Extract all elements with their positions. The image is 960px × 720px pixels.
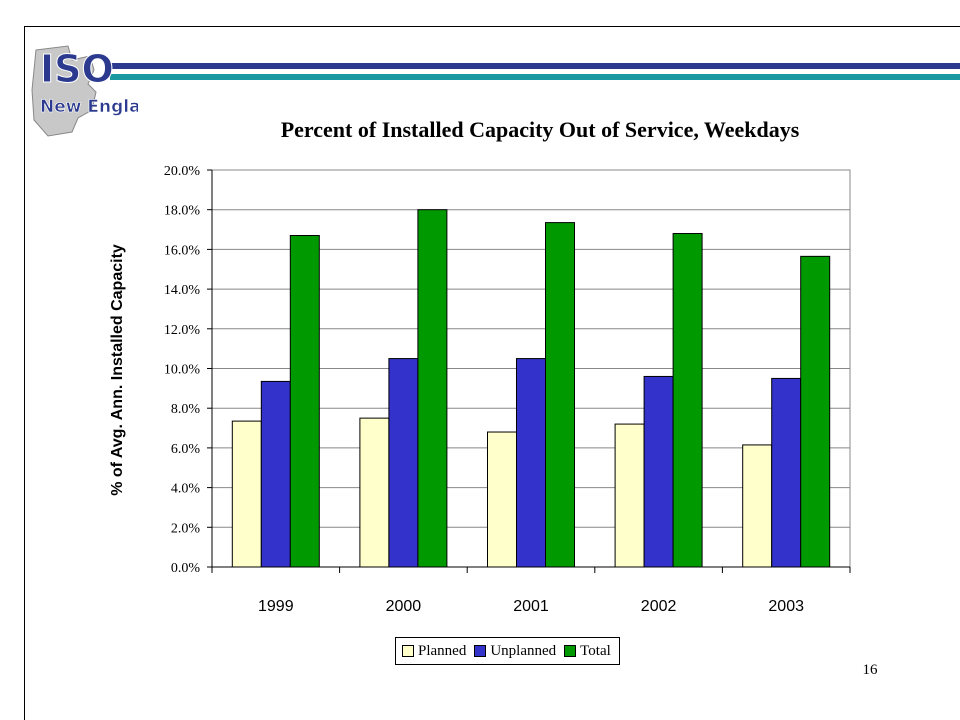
x-tick-label: 1999	[258, 598, 294, 615]
legend-label: Unplanned	[490, 642, 557, 659]
legend-swatch	[474, 645, 487, 657]
y-tick-label: 6.0%	[171, 442, 201, 457]
y-tick-label: 0.0%	[171, 561, 201, 576]
bar-unplanned-2003	[771, 377, 802, 568]
logo-new-england-text: New England	[40, 97, 138, 117]
slide-frame-left	[24, 26, 25, 720]
bar-total-2001	[545, 222, 575, 568]
legend-swatch	[402, 645, 414, 657]
iso-new-england-logo: ISO New England	[31, 45, 138, 137]
y-tick-label: 2.0%	[171, 521, 201, 536]
header-band-teal	[110, 74, 960, 80]
y-tick-label: 20.0%	[164, 164, 201, 179]
bar-planned-2000	[359, 417, 390, 568]
bar-unplanned-2001	[516, 358, 546, 568]
bar-unplanned-1999	[260, 380, 291, 568]
bar-unplanned-2000	[388, 358, 419, 568]
y-axis-label: % of Avg. Ann. Installed Capacity	[109, 244, 126, 496]
bar-unplanned-2002	[643, 375, 674, 568]
chart-legend: Planned Unplanned Total	[395, 637, 620, 665]
bar-planned-1999	[231, 420, 262, 568]
y-tick-label: 12.0%	[164, 323, 201, 338]
bar-total-2003	[800, 255, 831, 568]
y-tick-label: 8.0%	[171, 402, 201, 417]
x-tick-label: 2002	[641, 598, 677, 615]
logo-iso-text: ISO	[40, 47, 114, 91]
legend-swatch	[564, 645, 577, 657]
x-tick-label: 2003	[768, 598, 804, 615]
y-tick-label: 4.0%	[171, 482, 201, 497]
x-tick-label: 2000	[386, 598, 422, 615]
bars	[231, 209, 831, 568]
bar-total-1999	[289, 235, 320, 568]
y-tick-label: 16.0%	[164, 243, 201, 258]
legend-item-unplanned: Unplanned	[474, 643, 556, 660]
bar-total-2002	[672, 233, 703, 568]
legend-item-planned: Planned	[402, 643, 466, 660]
chart-title: Percent of Installed Capacity Out of Ser…	[280, 117, 800, 142]
bar-planned-2003	[742, 444, 773, 568]
header-band-navy	[110, 63, 960, 69]
page-number: 16	[862, 662, 878, 678]
y-tick-label: 10.0%	[164, 363, 201, 378]
axes: 0.0% 2.0% 4.0% 6.0% 8.0% 10.0% 12.0% 14.0% 16.0%…	[164, 164, 851, 615]
y-tick-label: 14.0%	[164, 283, 201, 298]
y-tick-label: 18.0%	[164, 204, 201, 219]
legend-label: Planned	[418, 642, 467, 659]
legend-label: Total	[580, 642, 611, 659]
map-silhouette-icon	[31, 45, 97, 137]
bar-planned-2002	[614, 423, 645, 568]
bar-total-2000	[417, 209, 448, 568]
x-tick-label: 2001	[513, 598, 549, 615]
legend-item-total: Total	[564, 643, 611, 660]
slide-frame-top	[24, 26, 960, 27]
bar-planned-2001	[487, 431, 517, 568]
